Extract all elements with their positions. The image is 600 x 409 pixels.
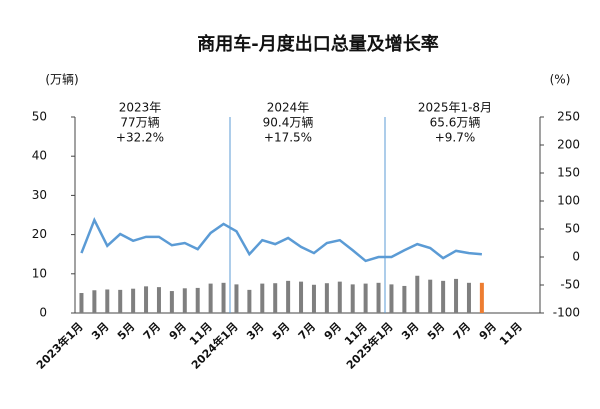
annotation: 77万辆 bbox=[120, 116, 159, 130]
y-tick-label: 50 bbox=[32, 110, 47, 124]
bar bbox=[195, 287, 200, 313]
annotation: +17.5% bbox=[264, 131, 312, 145]
bar bbox=[441, 280, 446, 313]
bar bbox=[389, 284, 394, 313]
x-tick-label: 11月 bbox=[497, 320, 525, 348]
bar bbox=[234, 284, 239, 313]
x-tick-label: 7月 bbox=[451, 320, 473, 342]
y2-tick-label: 50 bbox=[565, 222, 580, 236]
x-tick-label: 3月 bbox=[399, 320, 421, 342]
bar bbox=[182, 288, 187, 313]
y2-tick-label: 150 bbox=[557, 166, 580, 180]
bar bbox=[324, 283, 329, 313]
x-tick-label: 3月 bbox=[244, 320, 266, 342]
bar bbox=[118, 289, 123, 313]
y-tick-label: 20 bbox=[32, 227, 47, 241]
bar bbox=[311, 284, 316, 313]
bar bbox=[169, 291, 174, 313]
x-tick-label: 7月 bbox=[296, 320, 318, 342]
chart-title: 商用车-月度出口总量及增长率 bbox=[197, 33, 438, 55]
x-tick-label: 5月 bbox=[425, 320, 447, 342]
y2-tick-label: 0 bbox=[572, 250, 580, 264]
bar bbox=[337, 281, 342, 313]
x-tick-label: 2023年1月 bbox=[33, 319, 86, 372]
bar bbox=[92, 290, 97, 313]
bar bbox=[428, 279, 433, 313]
bar bbox=[402, 285, 407, 313]
x-tick-label: 7月 bbox=[141, 320, 163, 342]
annotation: 90.4万辆 bbox=[263, 116, 314, 130]
bar bbox=[363, 283, 368, 313]
annotation: 2023年 bbox=[119, 101, 162, 115]
y-tick-label: 0 bbox=[39, 306, 47, 320]
x-tick-label: 9月 bbox=[167, 320, 189, 342]
bar bbox=[131, 288, 136, 313]
x-tick-label: 5月 bbox=[270, 320, 292, 342]
annotation: 2024年 bbox=[267, 101, 310, 115]
bar bbox=[144, 286, 149, 313]
y2-tick-label: 100 bbox=[557, 194, 580, 208]
y2-axis-label: (%) bbox=[550, 73, 571, 87]
annotation: +9.7% bbox=[435, 131, 476, 145]
bar bbox=[247, 289, 252, 313]
x-tick-label: 5月 bbox=[115, 320, 137, 342]
annotation: 2025年1-8月 bbox=[418, 101, 492, 115]
bar bbox=[479, 282, 484, 313]
y-axis-label: (万辆) bbox=[45, 73, 78, 87]
bar bbox=[454, 278, 459, 313]
annotation: 65.6万辆 bbox=[430, 116, 481, 130]
bar bbox=[299, 281, 304, 313]
bar bbox=[79, 293, 84, 313]
y2-tick-label: -50 bbox=[560, 278, 580, 292]
x-tick-label: 9月 bbox=[322, 320, 344, 342]
bar bbox=[156, 287, 161, 313]
y2-tick-label: 200 bbox=[557, 138, 580, 152]
x-tick-label: 3月 bbox=[89, 320, 111, 342]
y2-tick-label: -100 bbox=[553, 306, 580, 320]
line bbox=[80, 216, 482, 263]
bar bbox=[415, 275, 420, 313]
bar bbox=[376, 282, 381, 313]
y-tick-label: 10 bbox=[32, 266, 47, 280]
bar bbox=[260, 283, 265, 313]
bar bbox=[208, 283, 213, 313]
y2-tick-label: 250 bbox=[557, 110, 580, 124]
y-tick-label: 40 bbox=[32, 149, 47, 163]
bar bbox=[105, 289, 110, 313]
bar bbox=[273, 283, 278, 313]
bar bbox=[221, 282, 226, 313]
x-tick-label: 9月 bbox=[477, 320, 499, 342]
annotation: +32.2% bbox=[116, 131, 164, 145]
bar bbox=[466, 282, 471, 313]
bar bbox=[350, 284, 355, 313]
bar bbox=[286, 280, 291, 313]
y-tick-label: 30 bbox=[32, 188, 47, 202]
